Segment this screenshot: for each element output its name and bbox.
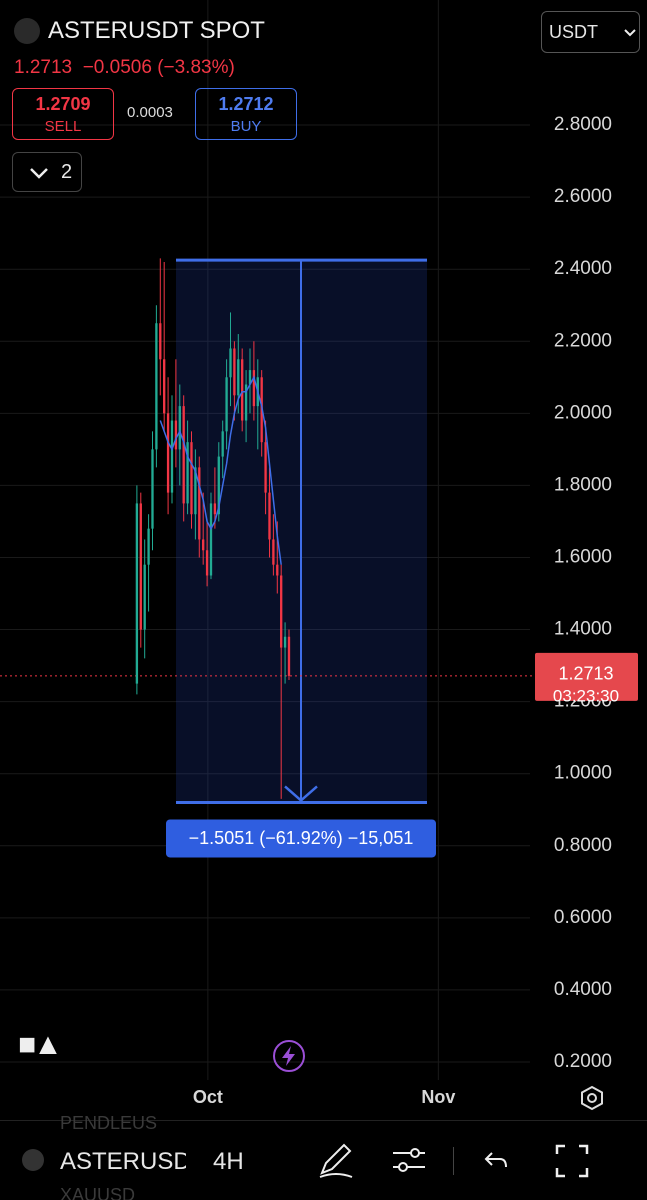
sell-button[interactable]: 1.2709 SELL xyxy=(12,88,114,140)
candle-body xyxy=(135,503,139,684)
y-tick-label: 1.8000 xyxy=(554,474,612,495)
currency: USDT xyxy=(549,22,598,42)
last-price-box xyxy=(535,652,638,701)
candle-body xyxy=(194,467,197,515)
y-tick-label: 2.6000 xyxy=(554,186,612,207)
countdown: 03:23:30 xyxy=(553,686,619,705)
candle-body xyxy=(155,323,158,450)
symbol-title[interactable]: ASTERUSDT SPOT xyxy=(48,17,265,44)
currency-select[interactable]: USDT xyxy=(541,11,640,53)
measure-label-box xyxy=(166,819,436,858)
candle-body xyxy=(170,420,174,493)
measure-label: −1.5051 (−61.92%) −15,051 xyxy=(189,828,414,848)
candle-body xyxy=(163,359,166,414)
candle-body xyxy=(248,370,252,385)
toolbar-symbol[interactable]: ASTERUSD xyxy=(60,1148,186,1175)
candle-body xyxy=(182,406,185,504)
y-tick-label: 0.2000 xyxy=(554,1051,612,1072)
candle-body xyxy=(186,442,189,504)
y-tick-label: 2.4000 xyxy=(554,258,612,279)
x-tick-label: Nov xyxy=(421,1087,455,1107)
buy-button[interactable]: 1.2712 BUY xyxy=(195,88,297,140)
last-price-label: 1.2713 xyxy=(558,664,613,684)
y-tick-label: 0.4000 xyxy=(554,979,612,1000)
candle-body xyxy=(190,442,193,515)
sell-price: 1.2709 xyxy=(35,94,91,114)
symbol-icon xyxy=(14,18,40,44)
sell-label: SELL xyxy=(44,118,82,135)
candle-body xyxy=(241,359,244,421)
change: −0.0506 xyxy=(82,57,152,78)
y-tick-label: 1.6000 xyxy=(554,546,612,567)
candle-body xyxy=(209,503,213,576)
candle-body xyxy=(178,406,181,450)
measure-arrowhead xyxy=(284,785,318,803)
toolbar: PENDLEUS XAUUSD ASTERUSD 4H xyxy=(0,1113,647,1200)
moving-average xyxy=(159,375,282,565)
y-tick-label: 0.8000 xyxy=(554,835,612,856)
candle-body xyxy=(225,377,228,432)
y-tick-label: 2.2000 xyxy=(554,330,612,351)
candle-body xyxy=(213,503,217,515)
undo-button[interactable] xyxy=(482,1147,512,1177)
symbol-icon xyxy=(22,1149,44,1171)
candle-body xyxy=(151,449,154,529)
lightning-button[interactable] xyxy=(271,1038,307,1074)
interval[interactable]: 4H xyxy=(213,1148,244,1175)
buy-price: 1.2712 xyxy=(218,94,274,114)
settings-sliders[interactable] xyxy=(391,1143,427,1179)
indicators-toggle[interactable]: 2 xyxy=(12,152,82,192)
candle-body xyxy=(287,636,291,676)
candle-body xyxy=(147,528,150,565)
draw-button[interactable] xyxy=(316,1141,356,1181)
candle-body xyxy=(229,348,232,378)
ghost-symbol: XAUUSD xyxy=(60,1185,136,1200)
chevron-icon xyxy=(30,168,48,179)
indicator-count: 2 xyxy=(61,161,73,183)
candle-body xyxy=(174,420,178,450)
candle-body xyxy=(139,503,142,630)
ghost-symbol: PENDLEUS xyxy=(60,1113,158,1133)
candle-body xyxy=(205,550,209,576)
buy-label: BUY xyxy=(230,118,262,135)
tv-logo: ■▲ xyxy=(18,1028,63,1061)
price: 1.2713 xyxy=(14,57,73,78)
candle-body xyxy=(233,348,236,396)
candle-body xyxy=(244,384,248,421)
candle-body xyxy=(159,323,162,360)
y-tick-label: 0.6000 xyxy=(554,907,612,928)
spread: 0.0003 xyxy=(127,104,173,121)
candle-body xyxy=(237,359,240,396)
x-tick-label: Oct xyxy=(193,1087,223,1107)
candle-body xyxy=(268,492,271,540)
y-tick-label: 1.0000 xyxy=(554,763,612,784)
fullscreen-button[interactable] xyxy=(555,1144,589,1178)
candle-body xyxy=(166,413,170,493)
candle-body xyxy=(202,539,205,551)
y-tick-label: 2.8000 xyxy=(554,114,612,135)
separator xyxy=(453,1147,454,1175)
candle-body xyxy=(283,636,287,648)
candle-body xyxy=(198,467,201,540)
candle-body xyxy=(252,370,256,407)
candle-body xyxy=(272,539,275,565)
candle-body xyxy=(221,431,224,457)
candle-body xyxy=(264,442,267,493)
candle-body xyxy=(276,564,279,576)
dropdown-icon xyxy=(624,29,636,37)
settings-button[interactable] xyxy=(579,1085,605,1111)
y-tick-label: 1.4000 xyxy=(554,619,612,640)
candle-body xyxy=(217,456,220,515)
y-tick-label: 2.0000 xyxy=(554,402,612,423)
candle-body xyxy=(143,564,146,630)
candle-body xyxy=(280,575,283,648)
change-pct: (−3.83%) xyxy=(157,57,235,78)
price-row: 1.2713 −0.0506 (−3.83%) xyxy=(14,57,235,79)
